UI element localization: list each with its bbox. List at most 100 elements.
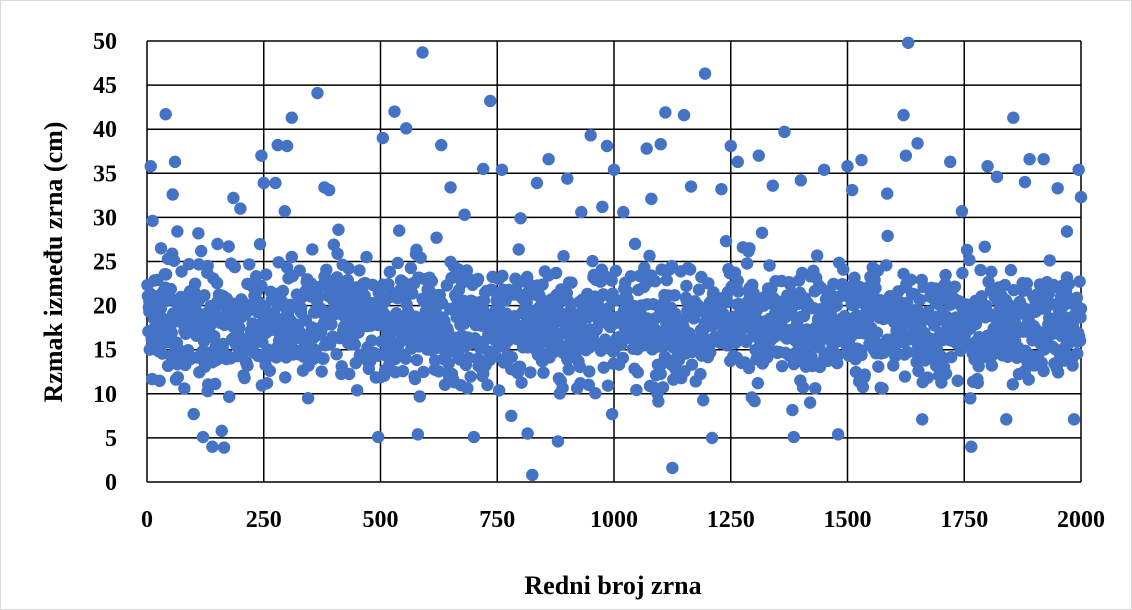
data-point bbox=[477, 162, 490, 176]
data-point bbox=[660, 273, 673, 287]
data-point bbox=[845, 183, 859, 197]
data-point bbox=[562, 363, 575, 376]
data-point bbox=[489, 349, 502, 363]
data-point bbox=[1043, 254, 1056, 267]
data-point bbox=[521, 427, 534, 440]
data-point bbox=[222, 390, 236, 403]
data-point bbox=[330, 348, 343, 361]
data-point bbox=[461, 382, 474, 395]
data-point bbox=[241, 359, 254, 372]
data-point bbox=[417, 365, 430, 379]
data-point bbox=[171, 225, 184, 238]
data-point bbox=[164, 282, 178, 296]
data-point bbox=[683, 263, 697, 276]
data-point bbox=[702, 277, 715, 290]
data-point bbox=[794, 174, 807, 187]
data-point bbox=[365, 334, 378, 347]
data-point bbox=[1051, 182, 1064, 195]
data-point bbox=[492, 384, 506, 397]
data-point bbox=[279, 371, 292, 384]
data-point bbox=[666, 461, 679, 475]
data-point bbox=[869, 297, 882, 311]
data-point bbox=[542, 152, 555, 166]
data-point bbox=[512, 243, 525, 256]
data-point bbox=[311, 292, 325, 305]
data-point bbox=[166, 188, 179, 201]
data-point bbox=[1007, 111, 1020, 124]
data-point bbox=[856, 380, 870, 394]
data-point bbox=[153, 374, 166, 388]
data-point bbox=[1060, 225, 1074, 238]
data-point bbox=[589, 387, 602, 400]
data-point bbox=[206, 440, 219, 453]
data-point bbox=[1004, 263, 1018, 277]
data-point bbox=[414, 251, 427, 264]
data-point bbox=[320, 263, 333, 276]
data-point bbox=[817, 163, 831, 176]
data-point bbox=[1037, 152, 1050, 166]
data-point bbox=[684, 180, 698, 193]
y-tick-label: 25 bbox=[93, 250, 117, 276]
data-point bbox=[430, 231, 443, 244]
data-point bbox=[841, 160, 854, 173]
data-point bbox=[600, 139, 614, 153]
data-point bbox=[786, 403, 799, 417]
data-point bbox=[495, 163, 509, 176]
data-point bbox=[911, 137, 924, 150]
data-point bbox=[150, 332, 163, 346]
data-point bbox=[939, 367, 953, 380]
data-point bbox=[243, 258, 256, 271]
data-point bbox=[584, 129, 597, 142]
data-point bbox=[549, 316, 562, 329]
data-point bbox=[432, 365, 446, 378]
y-tick-label: 35 bbox=[93, 161, 117, 187]
data-point bbox=[332, 223, 345, 236]
data-point bbox=[397, 276, 410, 289]
data-point bbox=[259, 268, 273, 281]
data-point bbox=[610, 293, 623, 307]
x-tick-label: 1250 bbox=[707, 507, 755, 533]
data-point bbox=[1074, 311, 1087, 324]
data-point bbox=[315, 365, 328, 378]
data-point bbox=[515, 376, 528, 389]
data-point bbox=[880, 187, 894, 200]
data-point bbox=[965, 440, 978, 453]
data-point bbox=[201, 259, 214, 273]
data-point bbox=[778, 125, 791, 139]
data-point bbox=[217, 441, 231, 454]
data-point bbox=[796, 381, 810, 394]
data-point bbox=[939, 268, 952, 282]
data-point bbox=[921, 371, 935, 384]
data-point bbox=[257, 176, 270, 190]
data-point bbox=[505, 409, 518, 423]
data-point bbox=[464, 370, 477, 383]
data-point bbox=[341, 296, 355, 310]
data-point bbox=[262, 307, 275, 320]
data-point bbox=[978, 240, 991, 253]
data-point bbox=[404, 261, 418, 275]
data-points bbox=[141, 36, 1088, 482]
data-point bbox=[481, 378, 494, 392]
data-point bbox=[549, 266, 563, 280]
x-tick-label: 0 bbox=[141, 507, 153, 533]
data-point bbox=[668, 289, 681, 302]
data-point bbox=[698, 67, 712, 80]
data-point bbox=[330, 271, 344, 284]
data-point bbox=[898, 370, 912, 383]
data-point bbox=[960, 243, 974, 257]
data-point bbox=[913, 293, 927, 307]
data-point bbox=[210, 276, 224, 290]
data-point bbox=[696, 394, 710, 407]
data-point bbox=[1073, 275, 1086, 288]
data-point bbox=[165, 326, 178, 340]
data-point bbox=[391, 256, 404, 270]
data-point bbox=[724, 139, 737, 153]
data-point bbox=[830, 299, 843, 312]
data-point bbox=[692, 283, 706, 296]
data-point bbox=[371, 430, 385, 444]
data-point bbox=[1037, 364, 1050, 378]
data-point bbox=[211, 237, 224, 251]
x-tick-label: 750 bbox=[479, 507, 515, 533]
data-point bbox=[855, 153, 868, 167]
data-point bbox=[760, 351, 774, 364]
